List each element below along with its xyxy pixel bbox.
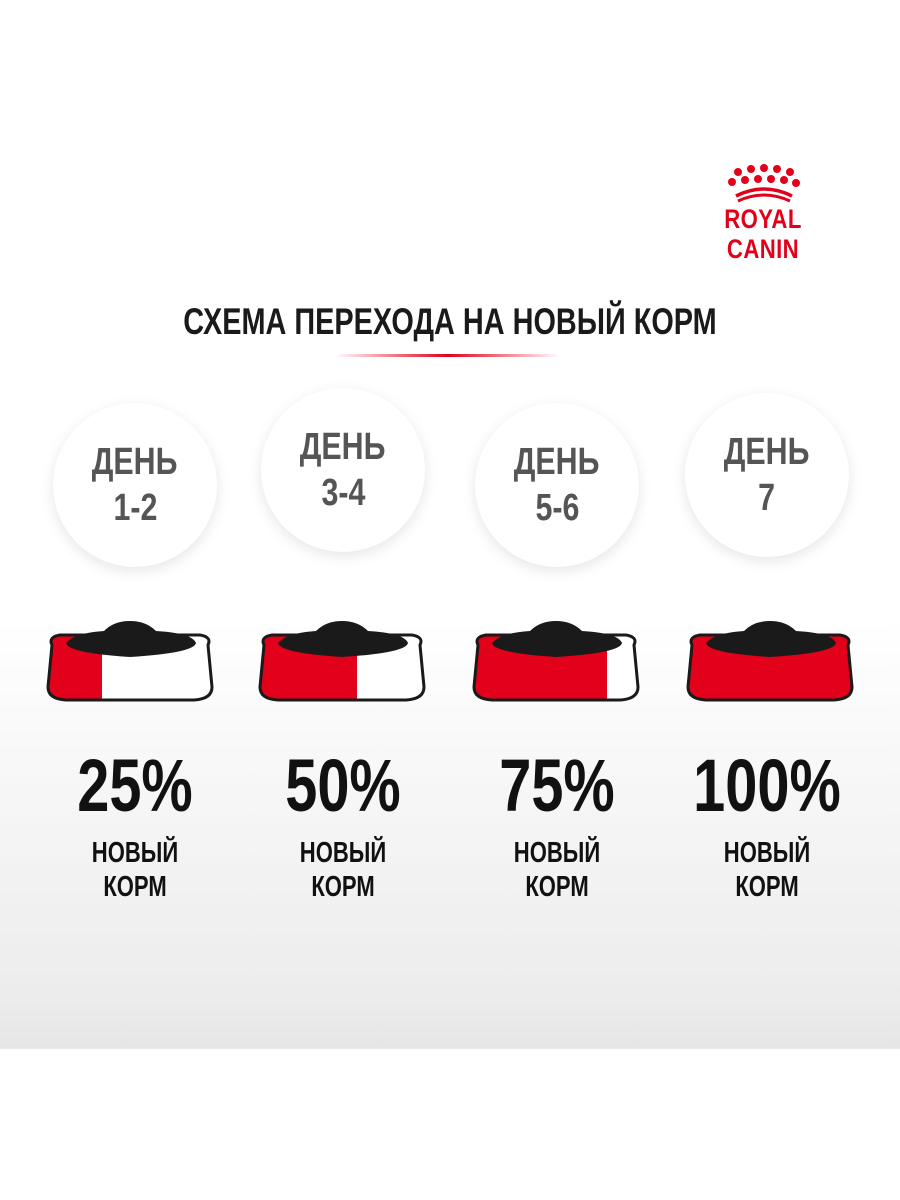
- day-circle: ДЕНЬ 5-6: [475, 403, 639, 567]
- title-underline: [335, 354, 560, 357]
- percent-new-food: 75%: [499, 744, 615, 827]
- food-bowl-icon: [686, 621, 854, 702]
- page-title: СХЕМА ПЕРЕХОДА НА НОВЫЙ КОРМ: [183, 301, 717, 342]
- percent-caption: НОВЫЙ КОРМ: [723, 837, 811, 903]
- day-range: 1-2: [113, 487, 157, 529]
- percent-new-food: 50%: [285, 744, 401, 827]
- percent-caption: НОВЫЙ КОРМ: [91, 837, 179, 903]
- royal-canin-logo: ROYAL CANIN: [668, 160, 858, 264]
- food-bowl-icon: [472, 621, 640, 702]
- percent-new-food: 100%: [693, 744, 841, 827]
- day-range: 5-6: [535, 487, 579, 529]
- percent-caption: НОВЫЙ КОРМ: [299, 837, 387, 903]
- food-bowl-icon: [258, 621, 426, 702]
- percent-new-food: 25%: [77, 744, 193, 827]
- food-bowl-icon: [46, 621, 214, 702]
- new-food-portion: [48, 635, 102, 700]
- day-circle: ДЕНЬ 3-4: [261, 388, 425, 552]
- day-range: 3-4: [321, 472, 365, 514]
- day-label: ДЕНЬ: [724, 431, 810, 473]
- crown-icon: [728, 164, 800, 203]
- day-range: 7: [758, 477, 776, 519]
- day-circle: ДЕНЬ 1-2: [53, 403, 217, 567]
- day-label: ДЕНЬ: [514, 441, 600, 483]
- day-circle: ДЕНЬ 7: [685, 393, 849, 557]
- day-label: ДЕНЬ: [92, 441, 178, 483]
- day-label: ДЕНЬ: [300, 426, 386, 468]
- logo-text: ROYAL CANIN: [724, 204, 802, 264]
- percent-caption: НОВЫЙ КОРМ: [513, 837, 601, 903]
